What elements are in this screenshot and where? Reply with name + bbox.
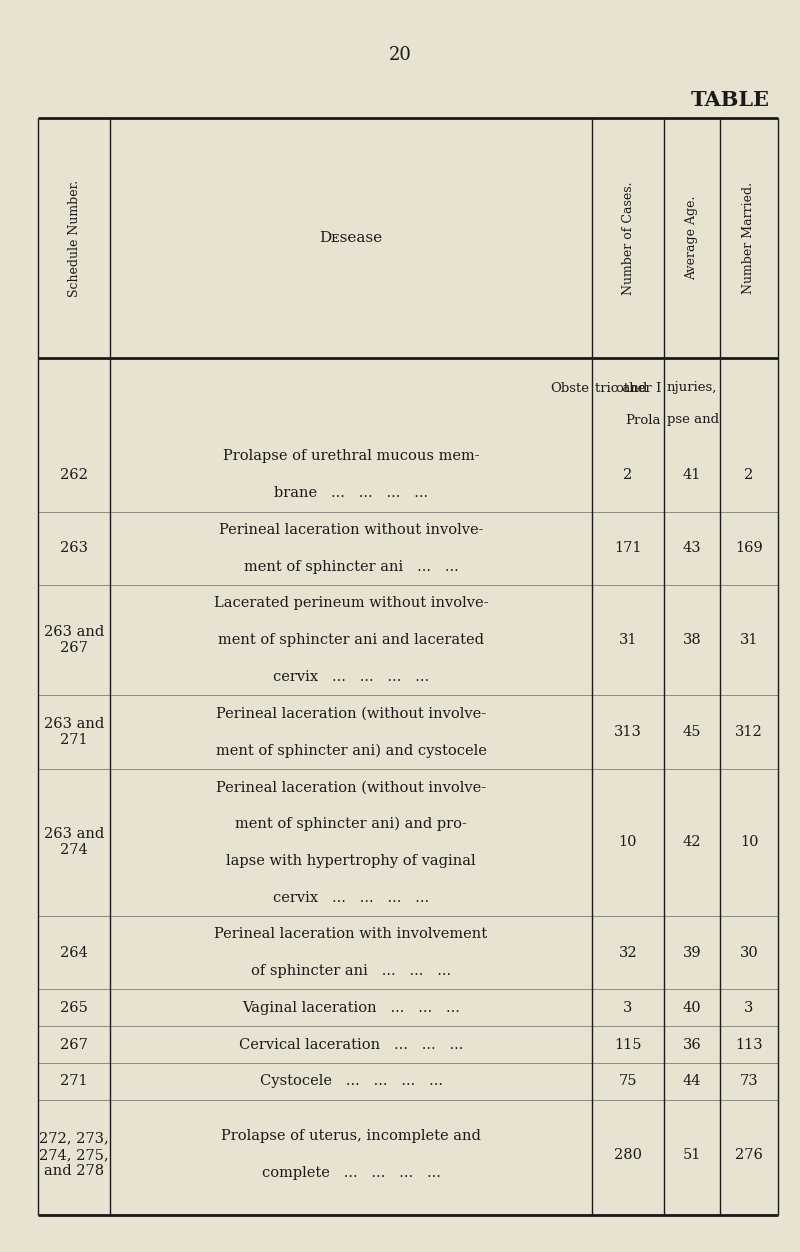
Text: tric and: tric and: [595, 382, 647, 394]
Text: 267: 267: [60, 1038, 88, 1052]
Text: Number Married.: Number Married.: [742, 182, 755, 294]
Text: 265: 265: [60, 1000, 88, 1015]
Text: 280: 280: [614, 1148, 642, 1162]
Text: 38: 38: [682, 634, 702, 647]
Text: ment of sphincter ani) and pro-: ment of sphincter ani) and pro-: [235, 816, 467, 831]
Text: 41: 41: [683, 468, 701, 482]
Text: Perineal laceration (without involve-: Perineal laceration (without involve-: [216, 706, 486, 721]
Text: 31: 31: [740, 634, 758, 647]
Text: cervix   ...   ...   ...   ...: cervix ... ... ... ...: [273, 670, 429, 684]
Text: 40: 40: [682, 1000, 702, 1015]
Text: 10: 10: [740, 835, 758, 849]
Text: 36: 36: [682, 1038, 702, 1052]
Text: 39: 39: [682, 945, 702, 960]
Text: 2: 2: [744, 468, 754, 482]
Text: 31: 31: [618, 634, 638, 647]
Text: Prolapse of urethral mucous mem-: Prolapse of urethral mucous mem-: [222, 449, 479, 463]
Text: 10: 10: [618, 835, 638, 849]
Text: 45: 45: [682, 725, 702, 739]
Text: ment of sphincter ani   ...   ...: ment of sphincter ani ... ...: [244, 560, 458, 573]
Text: ment of sphincter ani and lacerated: ment of sphincter ani and lacerated: [218, 634, 484, 647]
Text: 2: 2: [623, 468, 633, 482]
Text: cervix   ...   ...   ...   ...: cervix ... ... ... ...: [273, 890, 429, 904]
Text: 73: 73: [740, 1074, 758, 1088]
Text: Prola: Prola: [626, 413, 661, 427]
Text: 171: 171: [614, 541, 642, 556]
Text: ment of sphincter ani) and cystocele: ment of sphincter ani) and cystocele: [215, 744, 486, 757]
Text: 3: 3: [744, 1000, 754, 1015]
Text: Prolapse of uterus, incomplete and: Prolapse of uterus, incomplete and: [221, 1129, 481, 1143]
Text: 115: 115: [614, 1038, 642, 1052]
Text: Obste: Obste: [550, 382, 589, 394]
Text: Schedule Number.: Schedule Number.: [67, 179, 81, 297]
Text: other I: other I: [616, 382, 661, 394]
Text: 43: 43: [682, 541, 702, 556]
Text: njuries,: njuries,: [667, 382, 718, 394]
Text: 271: 271: [60, 1074, 88, 1088]
Text: complete   ...   ...   ...   ...: complete ... ... ... ...: [262, 1167, 441, 1181]
Text: 263: 263: [60, 541, 88, 556]
Text: Cystocele   ...   ...   ...   ...: Cystocele ... ... ... ...: [259, 1074, 442, 1088]
Text: of sphincter ani   ...   ...   ...: of sphincter ani ... ... ...: [251, 964, 451, 978]
Text: lapse with hypertrophy of vaginal: lapse with hypertrophy of vaginal: [226, 854, 476, 868]
Text: Vaginal laceration   ...   ...   ...: Vaginal laceration ... ... ...: [242, 1000, 460, 1015]
Text: 3: 3: [623, 1000, 633, 1015]
Text: 262: 262: [60, 468, 88, 482]
Text: 276: 276: [735, 1148, 763, 1162]
Text: 42: 42: [682, 835, 702, 849]
Text: 272, 273,
274, 275,
and 278: 272, 273, 274, 275, and 278: [39, 1132, 109, 1178]
Text: Lacerated perineum without involve-: Lacerated perineum without involve-: [214, 596, 488, 611]
Text: Number of Cases.: Number of Cases.: [622, 182, 634, 294]
Text: 263 and
267: 263 and 267: [44, 625, 104, 655]
Text: 51: 51: [683, 1148, 701, 1162]
Text: 75: 75: [618, 1074, 638, 1088]
Text: 312: 312: [735, 725, 763, 739]
Text: 263 and
271: 263 and 271: [44, 717, 104, 747]
Text: 20: 20: [389, 46, 411, 64]
Text: 169: 169: [735, 541, 763, 556]
Text: brane   ...   ...   ...   ...: brane ... ... ... ...: [274, 486, 428, 500]
Text: Average Age.: Average Age.: [686, 195, 698, 280]
Text: 263 and
274: 263 and 274: [44, 828, 104, 858]
Text: 113: 113: [735, 1038, 763, 1052]
Text: 44: 44: [682, 1074, 702, 1088]
Text: Perineal laceration with involvement: Perineal laceration with involvement: [214, 928, 487, 942]
Text: 32: 32: [618, 945, 638, 960]
Text: TABLE: TABLE: [691, 90, 770, 110]
Text: 264: 264: [60, 945, 88, 960]
Text: 30: 30: [740, 945, 758, 960]
Text: pse and: pse and: [667, 413, 719, 427]
Text: Perineal laceration without involve-: Perineal laceration without involve-: [218, 523, 483, 537]
Text: Dᴇsease: Dᴇsease: [319, 232, 382, 245]
Text: Perineal laceration (without involve-: Perineal laceration (without involve-: [216, 780, 486, 794]
Text: 313: 313: [614, 725, 642, 739]
Text: Cervical laceration   ...   ...   ...: Cervical laceration ... ... ...: [239, 1038, 463, 1052]
